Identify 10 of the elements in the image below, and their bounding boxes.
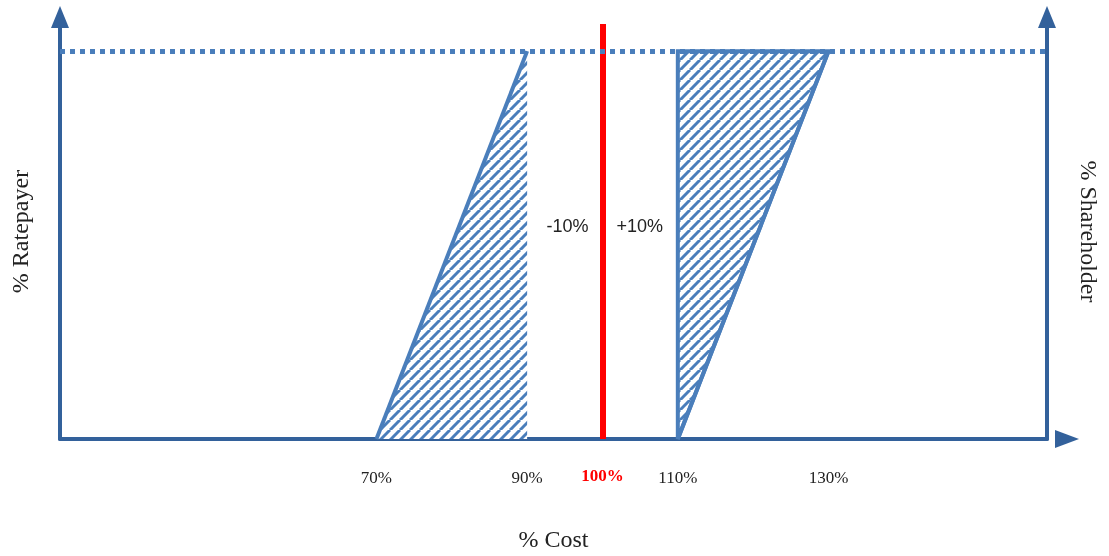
x-tick-label: 130% — [808, 468, 849, 487]
x-tick-label: 90% — [511, 468, 543, 487]
y-axis-title: % Ratepayer — [7, 169, 33, 294]
ref-line-label: 100% — [581, 466, 624, 485]
x-tick-label: 110% — [658, 468, 698, 487]
annotation: -10% — [546, 215, 589, 236]
y2-axis-title: % Shareholder — [1076, 160, 1102, 303]
x-axis-title: % Cost — [518, 526, 589, 552]
annotation: +10% — [616, 215, 664, 236]
x-tick-label: 70% — [360, 468, 393, 487]
